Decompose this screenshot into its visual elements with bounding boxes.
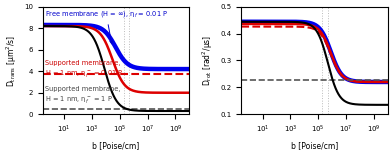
Text: Supported membrane,
H = 1 nm, η$_f^-$ = 1 P: Supported membrane, H = 1 nm, η$_f^-$ = …	[45, 86, 120, 105]
Text: Supported membrane,
H = 1 nm, η$_f^-$ = 0.01 P: Supported membrane, H = 1 nm, η$_f^-$ = …	[45, 61, 123, 79]
Y-axis label: D$_{\rm trans}$ [μm$^2$/s]: D$_{\rm trans}$ [μm$^2$/s]	[4, 34, 18, 87]
Y-axis label: D$_{\rm rot}$ [rad$^2$/μs]: D$_{\rm rot}$ [rad$^2$/μs]	[200, 35, 215, 86]
X-axis label: b [Poise/cm]: b [Poise/cm]	[93, 141, 140, 150]
X-axis label: b [Poise/cm]: b [Poise/cm]	[291, 141, 338, 150]
Text: Free membrane (H = ∞), η$_f$ = 0.01 P: Free membrane (H = ∞), η$_f$ = 0.01 P	[45, 9, 168, 44]
